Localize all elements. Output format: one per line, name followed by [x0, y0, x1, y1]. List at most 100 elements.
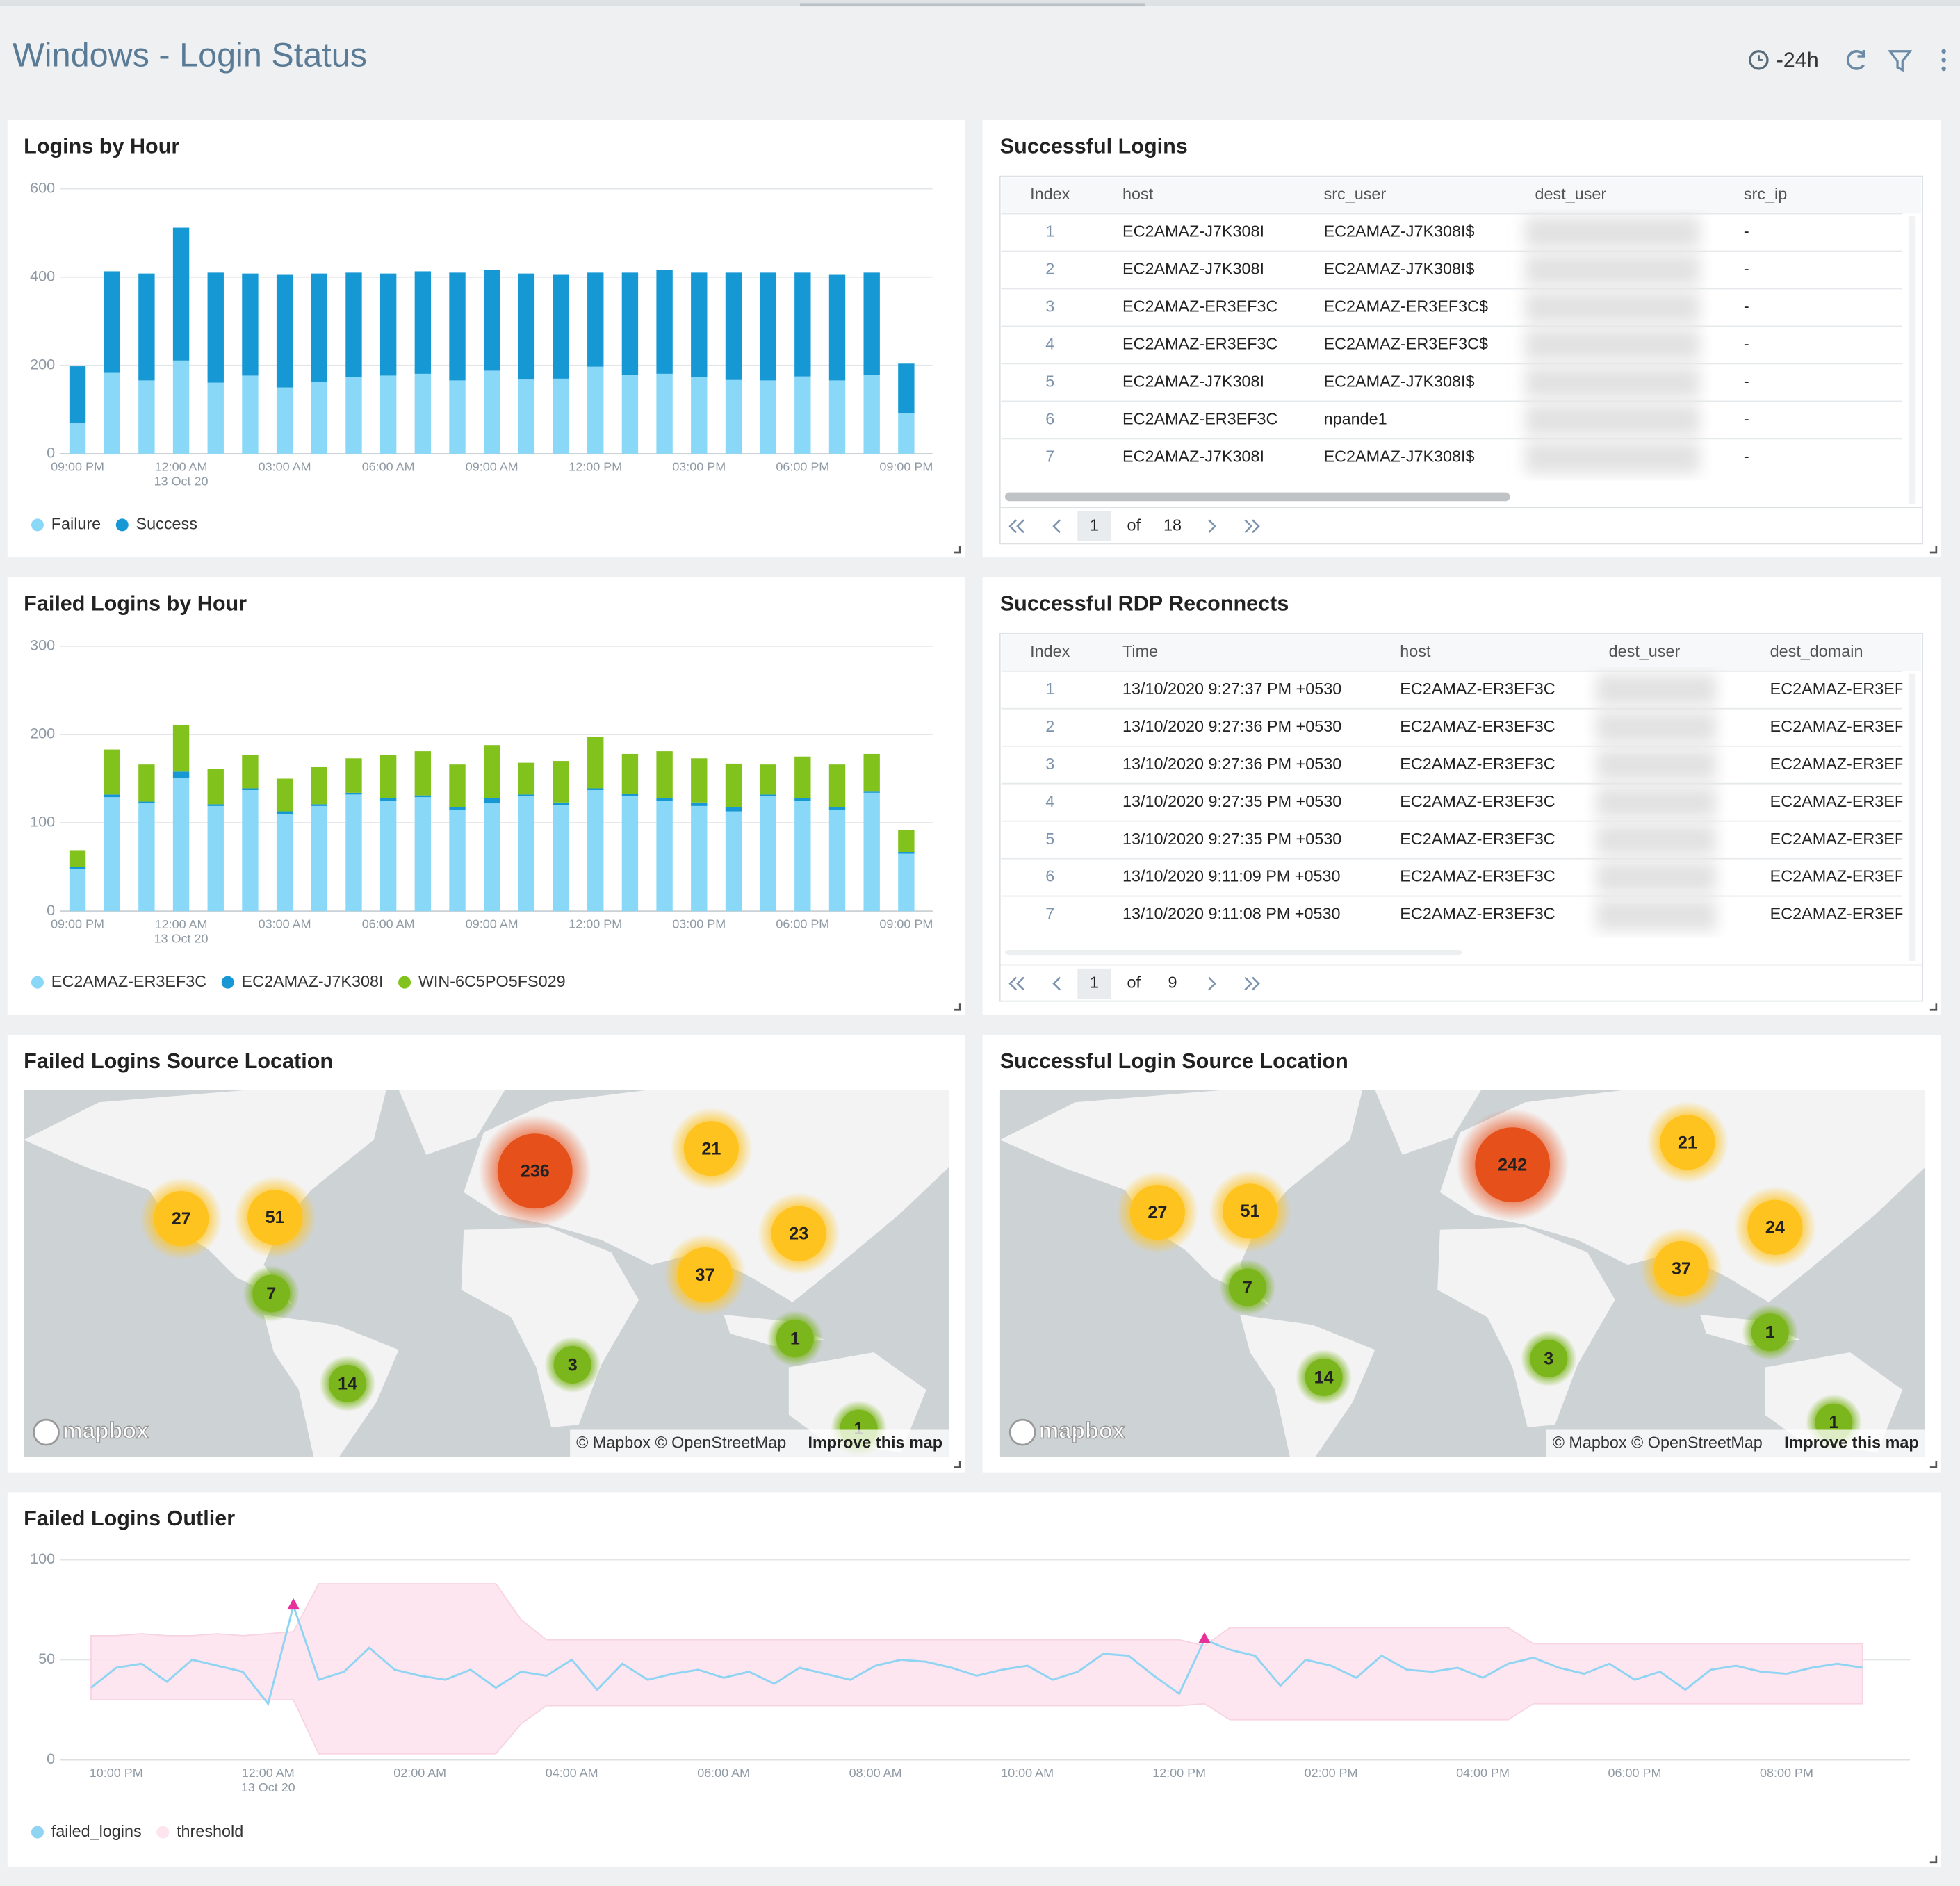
y-tick-label: 200: [30, 356, 55, 373]
cluster[interactable]: [154, 1190, 209, 1247]
next-page-button[interactable]: [1208, 976, 1216, 991]
cluster[interactable]: [1129, 1185, 1185, 1240]
last-page-button[interactable]: [1244, 519, 1260, 534]
resize-handle[interactable]: [1929, 1461, 1938, 1468]
time-range[interactable]: -24h: [1749, 48, 1819, 72]
cluster[interactable]: [1751, 1313, 1789, 1352]
cluster[interactable]: [1747, 1199, 1803, 1255]
table-cell: EC2AMAZ-ER3EF3C: [1400, 905, 1555, 923]
v-scrollbar: [1909, 673, 1916, 962]
bar-segment: [449, 809, 466, 912]
time-range-label[interactable]: -24h: [1777, 48, 1819, 72]
bar-segment: [207, 382, 224, 454]
cluster[interactable]: [252, 1274, 291, 1313]
improve-map-link[interactable]: Improve this map: [1784, 1433, 1919, 1451]
table-cell: EC2AMAZ-ER3EF3C: [1122, 410, 1277, 428]
outlier-marker: [1198, 1632, 1211, 1644]
cluster[interactable]: [1228, 1268, 1266, 1306]
table-body: Index host src_user dest_user src_ip 1 EC2AMAZ…: [1001, 185, 1903, 474]
clock-icon[interactable]: [1749, 50, 1769, 70]
resize-handle[interactable]: [1929, 1855, 1938, 1864]
bar-segment: [484, 803, 500, 912]
cluster[interactable]: [677, 1247, 733, 1303]
bar-segment: [138, 801, 155, 804]
v-scrollbar: [1909, 216, 1916, 504]
cluster[interactable]: [497, 1133, 573, 1209]
bar-segment: [725, 807, 742, 812]
last-page-button[interactable]: [1244, 976, 1260, 991]
cluster-count: 3: [1544, 1349, 1553, 1368]
refresh-icon[interactable]: [1846, 49, 1865, 70]
x-tick-label: 12:00 AM 13 Oct 20: [154, 917, 209, 946]
table-cell: 13/10/2020 9:27:36 PM +0530: [1122, 755, 1341, 773]
bar-segment: [449, 272, 466, 381]
prev-page-button[interactable]: [1052, 976, 1061, 991]
table-cell: EC2AMAZ-J7K308I: [1122, 447, 1264, 465]
first-page-button[interactable]: [1008, 976, 1024, 991]
cluster[interactable]: [1530, 1340, 1568, 1377]
cluster[interactable]: [1305, 1358, 1343, 1396]
legend-swatch: [31, 518, 44, 532]
row-index: 5: [1045, 372, 1054, 391]
table-cell: 13/10/2020 9:27:37 PM +0530: [1122, 680, 1341, 698]
bar-segment: [691, 758, 708, 803]
cluster-count: 37: [1672, 1259, 1691, 1279]
dot[interactable]: [1941, 66, 1946, 72]
cluster[interactable]: [776, 1320, 814, 1358]
attribution-bg: [570, 1429, 949, 1458]
resize-handle[interactable]: [1929, 546, 1938, 554]
cluster[interactable]: [1475, 1127, 1551, 1203]
cluster[interactable]: [328, 1364, 366, 1402]
improve-map-link[interactable]: Improve this map: [808, 1433, 942, 1451]
row-index: 3: [1045, 755, 1054, 773]
dot[interactable]: [1941, 58, 1946, 63]
dot[interactable]: [1941, 49, 1946, 54]
table-cell: EC2AMAZ-ER3EF3C: [1122, 297, 1277, 315]
x-tick-label: 03:00 AM: [259, 459, 311, 473]
x-tick-label: 09:00 PM: [51, 459, 104, 473]
filter-icon[interactable]: [1888, 50, 1913, 72]
page-of: of: [1127, 516, 1141, 534]
bar-segment: [242, 755, 259, 789]
redacted-cell: [1525, 254, 1700, 286]
resize-handle[interactable]: [954, 546, 961, 554]
cluster[interactable]: [247, 1190, 303, 1245]
bar-segment: [449, 380, 466, 454]
x-tick-label: 08:00 PM: [1760, 1766, 1813, 1780]
x-tick-label: 03:00 PM: [672, 459, 726, 473]
bar-segment: [276, 387, 293, 454]
table-cell: EC2AMAZ-ER3EF3C: [1122, 335, 1277, 353]
threshold-band: [90, 1583, 1863, 1755]
table-cell: EC2AMAZ-J7K308I: [1122, 222, 1264, 240]
first-page-button[interactable]: [1008, 519, 1024, 534]
x-tick-label: 09:00 PM: [879, 459, 933, 473]
bar-segment: [794, 376, 811, 454]
x-tick-label: 10:00 PM: [90, 1766, 143, 1780]
bar-segment: [311, 273, 327, 382]
clock-hands[interactable]: [1758, 55, 1763, 61]
table-cell: EC2AMAZ-ER3EF3C$: [1324, 297, 1488, 315]
resize-handle[interactable]: [1929, 1003, 1938, 1011]
cluster-count: 27: [1148, 1203, 1167, 1222]
cluster[interactable]: [771, 1206, 826, 1261]
bar-segment: [828, 764, 846, 807]
table-frame: [999, 632, 1923, 1002]
cluster-count: 7: [266, 1284, 276, 1304]
cluster[interactable]: [1653, 1240, 1709, 1297]
bar-segment: [518, 273, 535, 380]
prev-page-button[interactable]: [1052, 519, 1061, 534]
cluster-count: 7: [1243, 1278, 1252, 1297]
cluster[interactable]: [1660, 1115, 1715, 1170]
cluster[interactable]: [1222, 1183, 1278, 1239]
bar-segment: [898, 830, 915, 852]
cluster[interactable]: [553, 1346, 591, 1384]
cluster[interactable]: [683, 1121, 739, 1176]
resize-handle[interactable]: [954, 1461, 961, 1468]
bar-segment: [138, 803, 155, 912]
redacted-cell: [1596, 711, 1717, 744]
resize-handle[interactable]: [954, 1003, 961, 1011]
x-tick-label: 06:00 AM: [362, 459, 415, 473]
more-icon[interactable]: [1941, 49, 1946, 72]
y-tick-label: 200: [30, 725, 55, 742]
next-page-button[interactable]: [1208, 519, 1216, 534]
